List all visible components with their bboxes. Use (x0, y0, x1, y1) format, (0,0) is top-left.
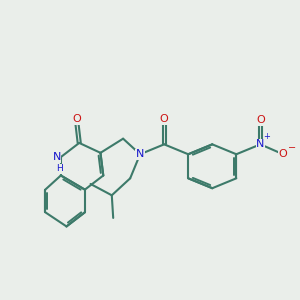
Text: O: O (160, 114, 169, 124)
Text: O: O (72, 114, 81, 124)
Text: O: O (279, 149, 287, 159)
Text: H: H (56, 164, 63, 173)
Text: O: O (256, 115, 265, 125)
Text: N: N (52, 152, 61, 162)
Text: N: N (256, 139, 265, 149)
Text: N: N (136, 149, 144, 159)
Text: −: − (288, 143, 296, 153)
Text: +: + (263, 132, 270, 141)
